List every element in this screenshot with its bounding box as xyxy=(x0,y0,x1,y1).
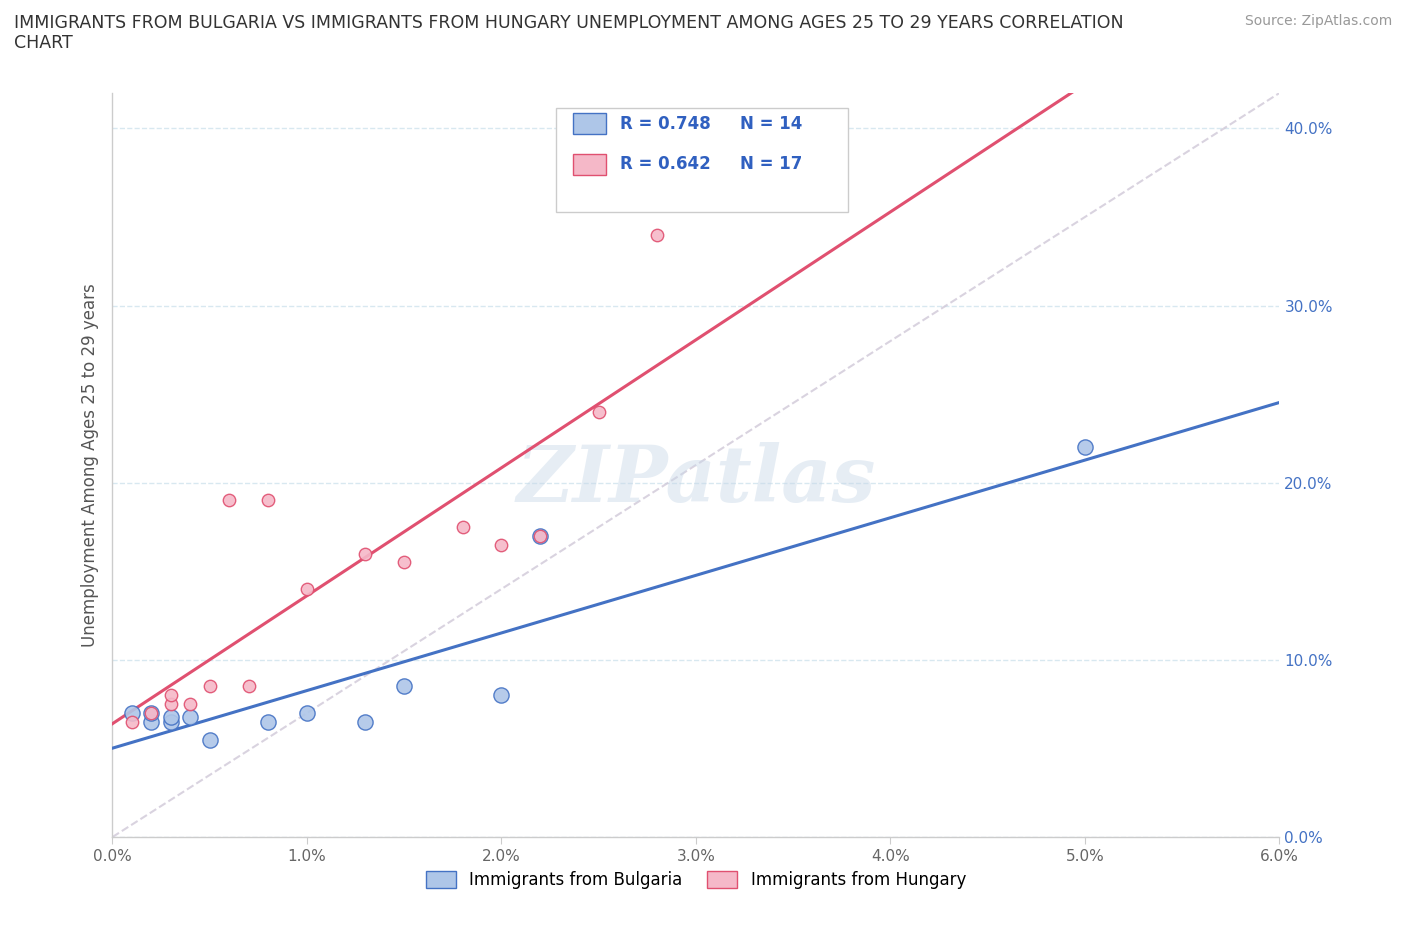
Point xyxy=(198,679,221,694)
Point xyxy=(588,405,610,419)
Text: ZIPatlas: ZIPatlas xyxy=(516,442,876,518)
Text: N = 14: N = 14 xyxy=(741,114,803,132)
Point xyxy=(160,709,183,724)
Point xyxy=(257,493,280,508)
Point xyxy=(354,546,377,561)
Point xyxy=(295,581,318,596)
Point xyxy=(160,688,183,703)
Point xyxy=(491,688,513,703)
Legend: Immigrants from Bulgaria, Immigrants from Hungary: Immigrants from Bulgaria, Immigrants fro… xyxy=(419,864,973,896)
Text: N = 17: N = 17 xyxy=(741,155,803,173)
Point xyxy=(1074,440,1097,455)
Point xyxy=(121,714,143,729)
FancyBboxPatch shape xyxy=(555,108,848,212)
Point xyxy=(179,709,201,724)
Point xyxy=(529,528,551,543)
Point xyxy=(238,679,260,694)
Point xyxy=(394,679,416,694)
Point xyxy=(257,714,280,729)
Point xyxy=(141,706,163,721)
Point xyxy=(160,714,183,729)
Text: R = 0.642: R = 0.642 xyxy=(620,155,711,173)
Text: R = 0.748: R = 0.748 xyxy=(620,114,711,132)
FancyBboxPatch shape xyxy=(574,154,606,175)
Point xyxy=(645,227,668,242)
Text: CHART: CHART xyxy=(14,34,73,52)
FancyBboxPatch shape xyxy=(574,113,606,134)
Point xyxy=(198,732,221,747)
Point xyxy=(295,706,318,721)
Point xyxy=(354,714,377,729)
Point xyxy=(121,706,143,721)
Point xyxy=(141,706,163,721)
Point xyxy=(451,520,474,535)
Point xyxy=(179,697,201,711)
Point xyxy=(141,714,163,729)
Point xyxy=(394,555,416,570)
Text: IMMIGRANTS FROM BULGARIA VS IMMIGRANTS FROM HUNGARY UNEMPLOYMENT AMONG AGES 25 T: IMMIGRANTS FROM BULGARIA VS IMMIGRANTS F… xyxy=(14,14,1123,32)
Point xyxy=(160,697,183,711)
Point xyxy=(491,538,513,552)
Text: Source: ZipAtlas.com: Source: ZipAtlas.com xyxy=(1244,14,1392,28)
Point xyxy=(218,493,240,508)
Point xyxy=(529,528,551,543)
Y-axis label: Unemployment Among Ages 25 to 29 years: Unemployment Among Ages 25 to 29 years xyxy=(80,283,98,647)
